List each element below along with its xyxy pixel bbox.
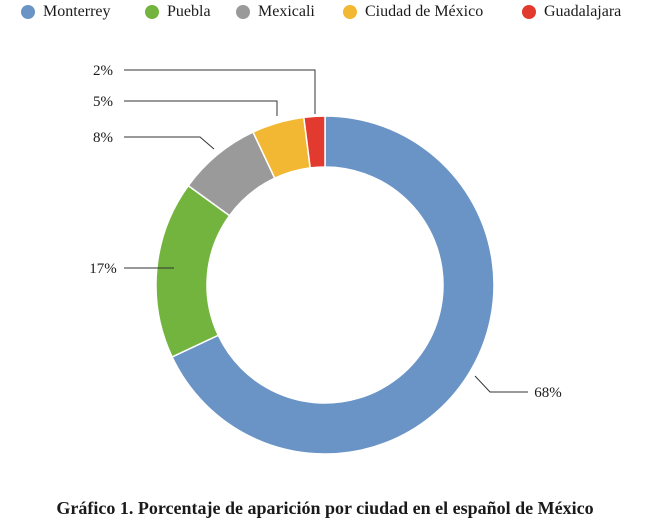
chart-legend: Monterrey Puebla Mexicali Ciudad de Méxi… bbox=[0, 0, 650, 24]
legend-label-puebla: Puebla bbox=[167, 3, 211, 20]
leader-line-guadalajara bbox=[124, 69, 316, 114]
legend-label-mexicali: Mexicali bbox=[258, 3, 315, 20]
value-label-puebla: 17% bbox=[89, 261, 117, 277]
legend-swatch-guadalajara bbox=[522, 5, 536, 19]
legend-label-ciudad-de-mexico: Ciudad de México bbox=[365, 3, 484, 20]
legend-item-mexicali: Mexicali bbox=[236, 3, 315, 21]
chart-caption: Gráfico 1. Porcentaje de aparición por c… bbox=[56, 498, 594, 518]
legend-item-ciudad-de-mexico: Ciudad de México bbox=[343, 3, 483, 21]
legend-item-puebla: Puebla bbox=[145, 3, 211, 21]
leader-line-mexicali bbox=[124, 136, 215, 150]
value-label-ciudad-de-mexico: 5% bbox=[93, 94, 113, 110]
legend-label-guadalajara: Guadalajara bbox=[544, 3, 622, 20]
legend-swatch-puebla bbox=[145, 5, 159, 19]
legend-swatch-monterrey bbox=[21, 5, 35, 19]
legend-item-guadalajara: Guadalajara bbox=[522, 3, 621, 21]
leader-line-monterrey bbox=[474, 375, 528, 393]
legend-label-monterrey: Monterrey bbox=[43, 3, 111, 20]
legend-swatch-mexicali bbox=[236, 5, 250, 19]
slice-monterrey bbox=[171, 115, 495, 455]
legend-swatch-ciudad-de-mexico bbox=[343, 5, 357, 19]
legend-item-monterrey: Monterrey bbox=[21, 3, 111, 21]
value-label-guadalajara: 2% bbox=[93, 63, 113, 79]
slice-puebla bbox=[155, 184, 231, 358]
leader-line-ciudad-de-mexico bbox=[124, 100, 278, 116]
donut-chart: 68% 17% 8% 5% 2% bbox=[89, 63, 562, 455]
value-label-monterrey: 68% bbox=[534, 385, 562, 401]
slice-guadalajara bbox=[302, 115, 326, 169]
value-label-mexicali: 8% bbox=[93, 130, 113, 146]
